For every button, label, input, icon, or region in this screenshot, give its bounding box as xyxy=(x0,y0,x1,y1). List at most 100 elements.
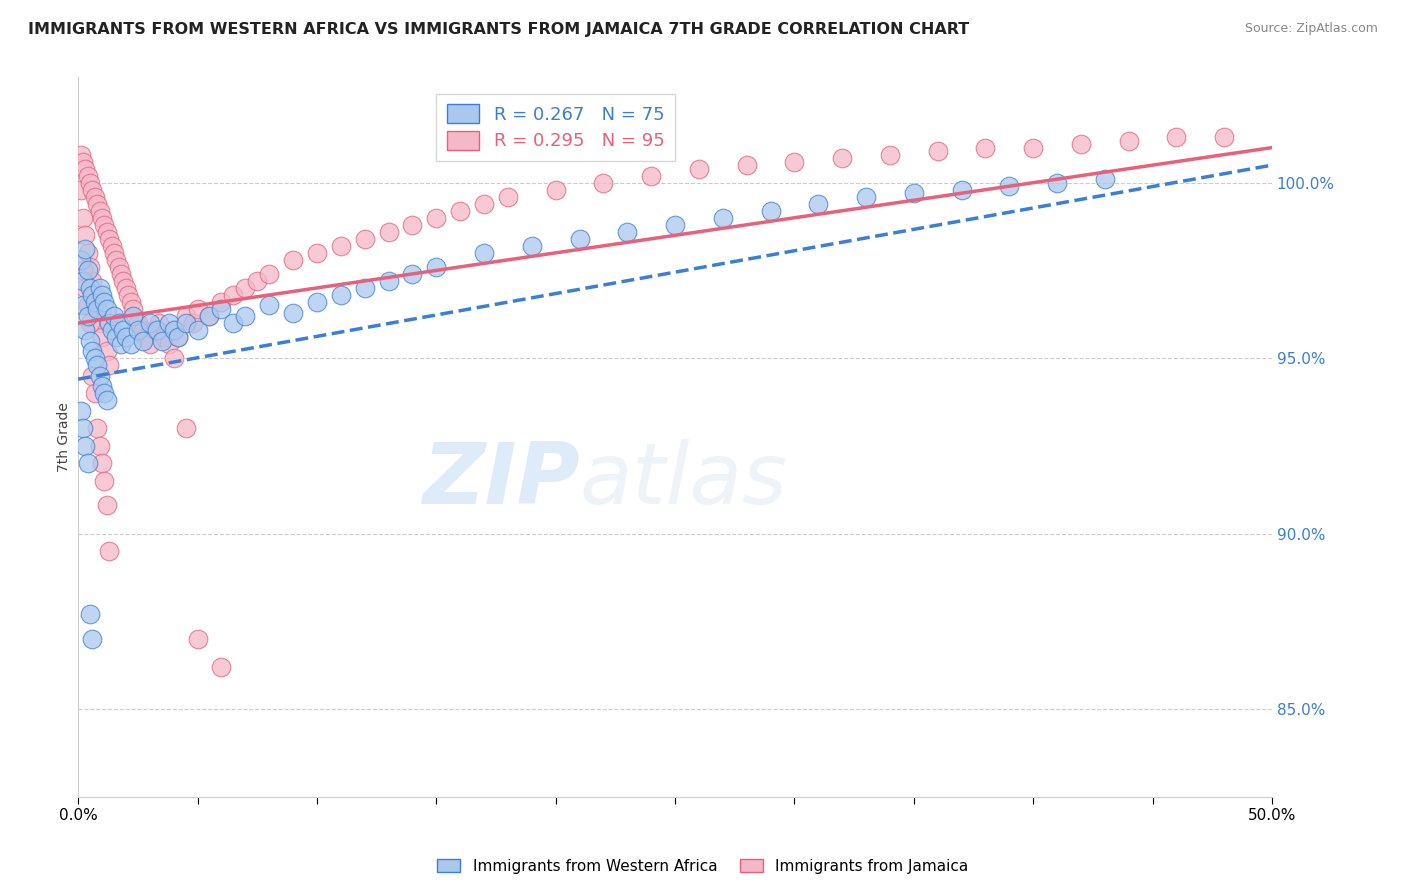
Point xyxy=(76,456,98,470)
Point xyxy=(75,161,97,176)
Point xyxy=(96,499,118,513)
Point xyxy=(174,316,197,330)
Point xyxy=(1166,130,1188,145)
Legend: Immigrants from Western Africa, Immigrants from Jamaica: Immigrants from Western Africa, Immigran… xyxy=(432,853,974,880)
Point xyxy=(83,190,105,204)
Point xyxy=(122,309,145,323)
Point xyxy=(83,386,105,401)
Point xyxy=(186,323,208,337)
Point xyxy=(75,228,97,243)
Point xyxy=(186,632,208,646)
Point xyxy=(472,196,495,211)
Point xyxy=(76,298,98,312)
Point xyxy=(198,309,221,323)
Point xyxy=(377,225,399,239)
Point xyxy=(75,243,97,257)
Point xyxy=(86,301,108,316)
Point xyxy=(69,252,91,267)
Point xyxy=(91,288,114,302)
Point xyxy=(96,393,118,408)
Point xyxy=(903,186,925,201)
Point xyxy=(1070,137,1092,152)
Point xyxy=(79,607,101,622)
Point xyxy=(807,196,830,211)
Point xyxy=(110,267,132,281)
Point xyxy=(162,323,184,337)
Point xyxy=(181,316,204,330)
Point xyxy=(82,632,104,646)
Point xyxy=(107,260,129,274)
Point xyxy=(377,274,399,288)
Point xyxy=(127,323,149,337)
Point xyxy=(1094,172,1116,186)
Point xyxy=(69,403,91,417)
Point xyxy=(82,368,104,383)
Point xyxy=(89,439,111,453)
Point xyxy=(305,295,328,310)
Point xyxy=(401,218,423,232)
Point xyxy=(98,232,121,246)
Point xyxy=(1213,130,1236,145)
Point xyxy=(89,203,111,218)
Point xyxy=(174,309,197,323)
Point xyxy=(79,260,101,274)
Point xyxy=(449,203,471,218)
Point xyxy=(222,288,245,302)
Point xyxy=(72,421,94,435)
Point xyxy=(974,140,997,154)
Point xyxy=(711,211,734,225)
Point xyxy=(879,147,901,161)
Point xyxy=(82,183,104,197)
Point xyxy=(105,252,128,267)
Point xyxy=(640,169,662,183)
Point xyxy=(143,323,166,337)
Point xyxy=(93,295,115,310)
Point xyxy=(174,421,197,435)
Point xyxy=(82,274,104,288)
Point xyxy=(79,281,101,295)
Text: Source: ZipAtlas.com: Source: ZipAtlas.com xyxy=(1244,22,1378,36)
Point xyxy=(131,334,153,348)
Point xyxy=(89,316,111,330)
Point xyxy=(72,154,94,169)
Point xyxy=(233,309,256,323)
Point xyxy=(82,288,104,302)
Point xyxy=(120,337,142,351)
Point xyxy=(72,274,94,288)
Point xyxy=(496,190,519,204)
Point xyxy=(246,274,269,288)
Point xyxy=(91,456,114,470)
Point xyxy=(167,330,190,344)
Point xyxy=(544,183,567,197)
Point xyxy=(79,176,101,190)
Point xyxy=(96,344,118,359)
Point xyxy=(69,147,91,161)
Point xyxy=(131,323,153,337)
Point xyxy=(72,298,94,312)
Point xyxy=(209,301,232,316)
Point xyxy=(100,323,122,337)
Point xyxy=(198,309,221,323)
Point xyxy=(139,316,162,330)
Point xyxy=(186,301,208,316)
Point xyxy=(91,330,114,344)
Point xyxy=(688,161,710,176)
Point xyxy=(281,305,304,319)
Point xyxy=(76,263,98,277)
Point xyxy=(86,421,108,435)
Text: atlas: atlas xyxy=(579,439,787,522)
Point xyxy=(110,337,132,351)
Point xyxy=(568,232,591,246)
Point xyxy=(107,316,129,330)
Point xyxy=(998,179,1021,194)
Point xyxy=(89,368,111,383)
Point xyxy=(86,358,108,372)
Point xyxy=(855,190,877,204)
Point xyxy=(134,330,156,344)
Point xyxy=(76,169,98,183)
Point xyxy=(98,544,121,558)
Point xyxy=(153,330,176,344)
Point xyxy=(98,316,121,330)
Point xyxy=(783,154,806,169)
Y-axis label: 7th Grade: 7th Grade xyxy=(58,402,72,472)
